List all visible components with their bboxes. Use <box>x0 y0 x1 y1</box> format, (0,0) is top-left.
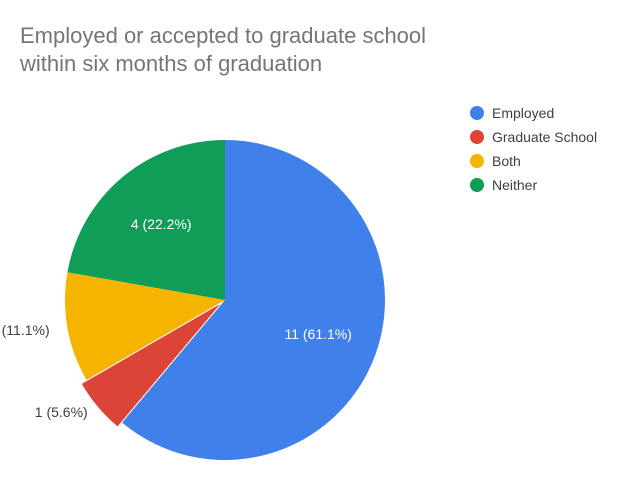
legend-label-employed: Employed <box>492 105 554 121</box>
pie-area <box>45 120 405 480</box>
legend-swatch-both <box>470 154 484 168</box>
legend-item-graduate-school: Graduate School <box>470 129 597 145</box>
legend-swatch-neither <box>470 178 484 192</box>
chart-title: Employed or accepted to graduate school … <box>20 22 480 77</box>
pie-svg <box>45 120 405 480</box>
legend-item-neither: Neither <box>470 177 597 193</box>
legend-label-both: Both <box>492 153 521 169</box>
pie-slice-neither <box>67 140 225 300</box>
legend-swatch-employed <box>470 106 484 120</box>
legend-swatch-graduate-school <box>470 130 484 144</box>
legend-item-both: Both <box>470 153 597 169</box>
legend-label-neither: Neither <box>492 177 537 193</box>
pie-chart: Employed or accepted to graduate school … <box>0 0 624 501</box>
pie-slice-label-both: 2 (11.1%) <box>0 322 50 338</box>
legend-item-employed: Employed <box>470 105 597 121</box>
legend-label-graduate-school: Graduate School <box>492 129 597 145</box>
legend: Employed Graduate School Both Neither <box>470 105 597 201</box>
